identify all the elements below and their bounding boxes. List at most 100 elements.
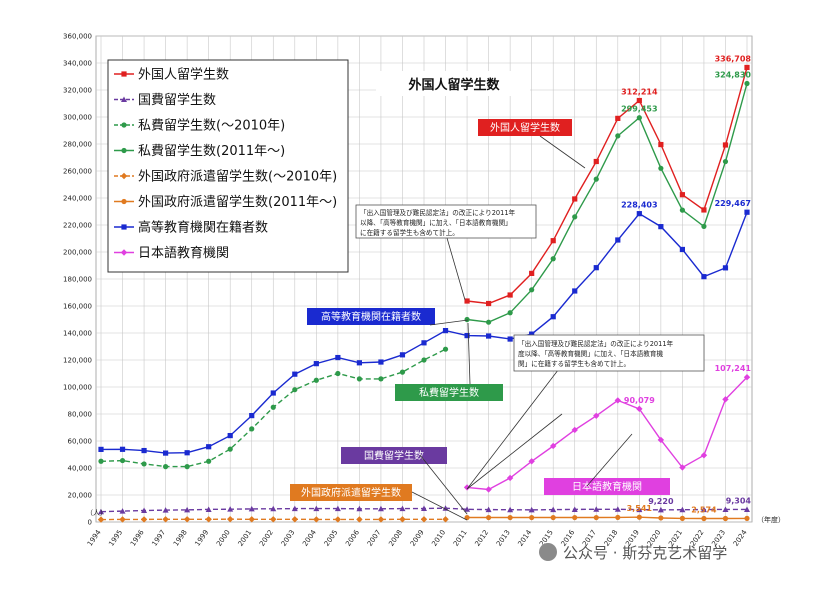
series-7 — [464, 374, 750, 493]
x-tick-label: 2001 — [237, 529, 254, 548]
series-point — [184, 516, 190, 522]
series-point — [206, 444, 211, 449]
x-tick-label: 2006 — [344, 528, 361, 548]
legend-label: 外国政府派遣留学生数(2011年～) — [138, 194, 337, 210]
y-tick-label: 180,000 — [63, 276, 92, 284]
legend-label: 国費留学生数 — [138, 92, 216, 108]
series-point — [680, 192, 685, 197]
series-point — [508, 515, 513, 520]
legend-marker — [121, 122, 126, 127]
x-tick-label: 1996 — [129, 528, 146, 548]
series-point — [185, 450, 190, 455]
wechat-icon — [539, 543, 557, 561]
y-axis-unit: （人） — [86, 509, 107, 517]
series-point — [357, 360, 362, 365]
series-point — [486, 515, 491, 520]
x-tick-label: 1999 — [194, 529, 211, 548]
series-point — [572, 288, 577, 293]
series-point — [572, 196, 577, 201]
x-tick-label: 1994 — [86, 528, 103, 548]
series-point — [594, 515, 599, 520]
legend-item: 外国政府派遣留学生数(～2010年) — [114, 169, 337, 185]
series-point — [508, 336, 513, 341]
y-tick-label: 80,000 — [68, 411, 93, 419]
series-point — [378, 376, 383, 381]
series-point — [723, 516, 728, 521]
x-tick-label: 2004 — [301, 528, 318, 548]
annotation-foreign-gov-label: 外国政府派遣留学生数 — [301, 486, 401, 499]
x-tick-label: 2009 — [409, 529, 426, 548]
annotation-japanese-label: 日本語教育機関 — [572, 480, 642, 493]
series-point — [120, 458, 125, 463]
y-tick-label: 360,000 — [63, 33, 92, 41]
y-tick-label: 100,000 — [63, 384, 92, 392]
series-point — [486, 320, 491, 325]
annotation-higher-box: 高等教育機関在籍者数 — [307, 308, 435, 325]
series-point — [400, 370, 405, 375]
x-tick-label: 2013 — [495, 529, 512, 548]
x-tick-label: 2005 — [323, 529, 340, 548]
legend: 外国人留学生数国費留学生数私費留学生数(～2010年)私費留学生数(2011年～… — [108, 60, 348, 272]
series-point — [335, 355, 340, 360]
series-point — [271, 405, 276, 410]
annotation-japanese-box: 日本語教育機関 — [544, 478, 670, 495]
x-tick-label: 2008 — [387, 529, 404, 548]
series-point — [314, 361, 319, 366]
x-tick-label: 2024 — [732, 528, 749, 548]
series-point — [594, 177, 599, 182]
series-point — [399, 516, 405, 522]
series-point — [658, 515, 663, 520]
series-point — [658, 142, 663, 147]
note-box-1: 「出入国管理及び難民認定法」の改正により2011年 以降、「高等教育機関」に加え… — [356, 205, 536, 238]
series-point — [120, 447, 125, 452]
legend-marker — [121, 148, 126, 153]
legend-label: 私費留学生数(2011年～) — [138, 143, 285, 159]
y-tick-label: 240,000 — [63, 195, 92, 203]
data-label: 324,830 — [715, 70, 752, 79]
series-point — [421, 357, 426, 362]
series-point — [637, 211, 642, 216]
annotation-foreign-gov-box: 外国政府派遣留学生数 — [290, 484, 412, 501]
series-point — [163, 450, 168, 455]
series-point — [551, 238, 556, 243]
legend-item: 私費留学生数(2011年～) — [114, 143, 285, 159]
series-point — [723, 265, 728, 270]
x-tick-label: 2002 — [258, 529, 275, 548]
y-tick-label: 160,000 — [63, 303, 92, 311]
legend-label: 日本語教育機関 — [138, 245, 229, 261]
series-line — [467, 377, 747, 489]
series-point — [206, 459, 211, 464]
x-tick-label: 1998 — [172, 529, 189, 548]
series-point — [701, 224, 706, 229]
x-tick-label: 2014 — [517, 528, 534, 548]
watermark: 公众号 · 斯芬克艺术留学 — [539, 543, 727, 562]
series-point — [486, 333, 491, 338]
series-point — [270, 516, 276, 522]
series-point — [551, 515, 556, 520]
series-point — [485, 486, 491, 492]
annotation-foreign-label: 外国人留学生数 — [490, 121, 560, 134]
series-point — [443, 347, 448, 352]
x-tick-label: 2003 — [280, 529, 297, 548]
series-point — [141, 461, 146, 466]
legend-marker — [121, 71, 126, 76]
data-label: 312,214 — [621, 88, 658, 97]
y-tick-label: 200,000 — [63, 249, 92, 257]
series-point — [551, 314, 556, 319]
y-tick-label: 0 — [88, 519, 92, 527]
series-point — [249, 413, 254, 418]
annotation-higher-label: 高等教育機関在籍者数 — [321, 310, 421, 323]
series-point — [615, 133, 620, 138]
series-point — [292, 372, 297, 377]
series-point — [637, 98, 642, 103]
annotation-private-label: 私費留学生数 — [419, 386, 479, 399]
series-point — [615, 515, 620, 520]
series-point — [163, 464, 168, 469]
series-point — [464, 333, 469, 338]
x-tick-label: 1995 — [107, 529, 124, 548]
annotation-gov-label: 国費留学生数 — [364, 449, 424, 462]
series-point — [744, 516, 749, 521]
series-point — [658, 166, 663, 171]
series-point — [443, 328, 448, 333]
